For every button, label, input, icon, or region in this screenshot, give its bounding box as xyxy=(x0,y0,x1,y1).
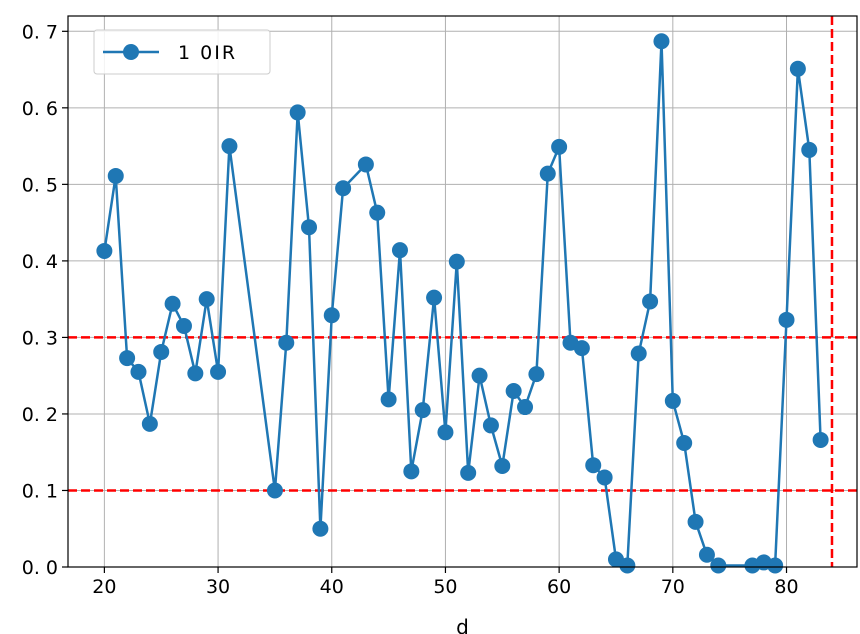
data-point xyxy=(448,253,465,270)
x-tick-label: 30 xyxy=(206,576,230,598)
data-point xyxy=(505,382,522,399)
x-axis-label: d xyxy=(456,615,469,634)
legend: 1 0IR xyxy=(93,29,271,75)
data-point xyxy=(210,363,227,380)
reference-lines xyxy=(68,16,857,567)
series-line xyxy=(103,40,822,567)
data-point xyxy=(482,417,499,434)
y-tick-label: 0. 2 xyxy=(22,404,58,426)
data-point xyxy=(278,334,295,351)
data-point xyxy=(301,219,318,236)
data-point xyxy=(664,392,681,409)
data-point xyxy=(539,165,556,182)
data-point xyxy=(801,141,818,158)
data-point xyxy=(141,415,158,432)
data-point xyxy=(778,311,795,328)
legend-marker-sample xyxy=(123,44,139,60)
data-point xyxy=(414,402,431,419)
data-point xyxy=(630,345,647,362)
x-tick-label: 80 xyxy=(774,576,798,598)
data-point xyxy=(391,242,408,259)
data-point xyxy=(187,365,204,382)
y-tick-label: 0. 7 xyxy=(22,21,58,43)
legend-entry-label: 1 0IR xyxy=(178,42,237,64)
data-point xyxy=(585,457,602,474)
data-point xyxy=(96,242,113,259)
data-point xyxy=(676,435,693,452)
data-point xyxy=(528,366,545,383)
data-point xyxy=(494,457,511,474)
y-tick-label: 0. 0 xyxy=(22,557,58,579)
data-point xyxy=(312,520,329,537)
series-layer xyxy=(96,33,829,574)
data-point xyxy=(687,513,704,530)
data-point xyxy=(596,469,613,486)
data-point xyxy=(767,557,784,574)
legend-box xyxy=(93,29,271,75)
x-tick-label: 20 xyxy=(92,576,116,598)
data-point xyxy=(198,291,215,308)
data-point xyxy=(357,156,374,173)
data-point xyxy=(573,340,590,357)
data-point xyxy=(221,138,238,155)
data-point xyxy=(471,367,488,384)
data-point xyxy=(175,317,192,334)
data-point xyxy=(107,167,124,184)
data-point xyxy=(119,350,136,367)
data-point xyxy=(710,557,727,574)
data-point xyxy=(130,363,147,380)
data-point xyxy=(403,463,420,480)
x-tick-label: 70 xyxy=(661,576,685,598)
data-point xyxy=(266,482,283,499)
y-tick-label: 0. 4 xyxy=(22,251,58,273)
x-tick-label: 50 xyxy=(433,576,457,598)
data-point xyxy=(289,104,306,121)
data-point xyxy=(323,307,340,324)
x-tick-label: 40 xyxy=(320,576,344,598)
y-tick-label: 0. 5 xyxy=(22,174,58,196)
data-point xyxy=(517,399,534,416)
data-point xyxy=(153,343,170,360)
y-tick-label: 0. 1 xyxy=(22,480,58,502)
data-point xyxy=(437,424,454,441)
data-point xyxy=(164,295,181,312)
y-tick-label: 0. 6 xyxy=(22,98,58,120)
data-point xyxy=(619,557,636,574)
data-point xyxy=(642,293,659,310)
data-point xyxy=(698,546,715,563)
data-point xyxy=(369,204,386,221)
data-point xyxy=(551,138,568,155)
axis-ticks: 20 30 40 50 60 70 80 0. 0 0. 1 0. 2 0. 3 0. 4 0. 5 0.… xyxy=(22,21,799,598)
data-point xyxy=(789,60,806,77)
data-point xyxy=(335,180,352,197)
data-point xyxy=(460,464,477,481)
data-point xyxy=(812,431,829,448)
y-tick-label: 0. 3 xyxy=(22,327,58,349)
data-point xyxy=(653,33,670,50)
x-tick-label: 60 xyxy=(547,576,571,598)
data-point xyxy=(380,391,397,408)
plot-frame xyxy=(67,15,858,568)
data-point xyxy=(426,289,443,306)
